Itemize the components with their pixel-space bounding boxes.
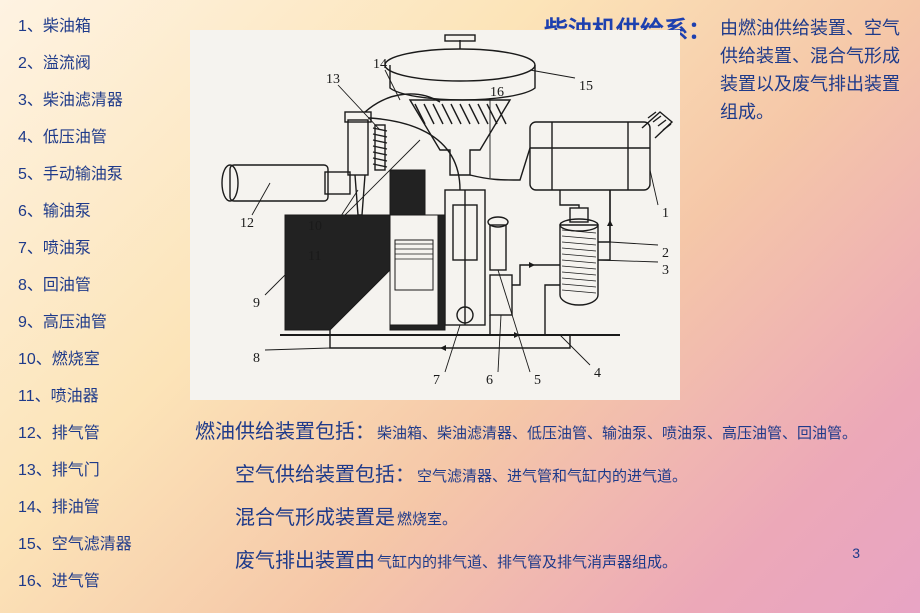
content: 燃烧室。 xyxy=(397,508,457,529)
part-item: 3、柴油滤清器 xyxy=(18,82,183,119)
engine-diagram: 12345678910111213141516 xyxy=(190,30,680,400)
description-block: 燃油供给装置包括： 柴油箱、柴油滤清器、低压油管、输油泵、喷油泵、高压油管、回油… xyxy=(195,415,900,587)
part-item: 8、回油管 xyxy=(18,267,183,304)
content: 空气滤清器、进气管和气缸内的进气道。 xyxy=(417,465,687,486)
svg-text:15: 15 xyxy=(579,79,593,94)
title-desc: 由燃油供给装置、空气供给装置、混合气形成装置以及废气排出装置组成。 xyxy=(720,14,900,126)
svg-text:10: 10 xyxy=(308,219,322,234)
svg-text:6: 6 xyxy=(486,373,493,388)
part-item: 15、空气滤清器 xyxy=(18,526,183,563)
label: 燃油供给装置包括： xyxy=(195,415,375,444)
part-item: 7、喷油泵 xyxy=(18,230,183,267)
part-item: 5、手动输油泵 xyxy=(18,156,183,193)
label: 空气供给装置包括： xyxy=(235,458,415,487)
exhaust-line: 废气排出装置由 气缸内的排气道、排气管及排气消声器组成。 xyxy=(235,544,900,573)
parts-list: 1、柴油箱 2、溢流阀 3、柴油滤清器 4、低压油管 5、手动输油泵 6、输油泵… xyxy=(18,8,183,600)
part-item: 6、输油泵 xyxy=(18,193,183,230)
fuel-supply-line: 燃油供给装置包括： 柴油箱、柴油滤清器、低压油管、输油泵、喷油泵、高压油管、回油… xyxy=(195,415,900,444)
page-number: 3 xyxy=(852,545,860,561)
part-item: 12、排气管 xyxy=(18,415,183,452)
mixture-line: 混合气形成装置是 燃烧室。 xyxy=(235,501,900,530)
part-item: 1、柴油箱 xyxy=(18,8,183,45)
svg-text:16: 16 xyxy=(490,85,504,100)
svg-text:3: 3 xyxy=(662,263,669,278)
part-item: 14、排油管 xyxy=(18,489,183,526)
content: 气缸内的排气道、排气管及排气消声器组成。 xyxy=(377,551,677,572)
svg-text:5: 5 xyxy=(534,373,541,388)
air-supply-line: 空气供给装置包括： 空气滤清器、进气管和气缸内的进气道。 xyxy=(235,458,900,487)
part-item: 10、燃烧室 xyxy=(18,341,183,378)
svg-text:14: 14 xyxy=(373,57,387,72)
svg-text:9: 9 xyxy=(253,296,260,311)
label: 废气排出装置由 xyxy=(235,544,375,573)
part-item: 13、排气门 xyxy=(18,452,183,489)
svg-text:11: 11 xyxy=(308,249,321,264)
svg-text:7: 7 xyxy=(433,373,440,388)
title-colon: ： xyxy=(688,10,712,45)
part-item: 2、溢流阀 xyxy=(18,45,183,82)
part-item: 4、低压油管 xyxy=(18,119,183,156)
part-item: 16、进气管 xyxy=(18,563,183,600)
svg-text:4: 4 xyxy=(594,366,601,381)
part-item: 11、喷油器 xyxy=(18,378,183,415)
svg-text:13: 13 xyxy=(326,72,340,87)
svg-text:1: 1 xyxy=(662,206,669,221)
label: 混合气形成装置是 xyxy=(235,501,395,530)
content: 柴油箱、柴油滤清器、低压油管、输油泵、喷油泵、高压油管、回油管。 xyxy=(377,422,857,443)
svg-text:12: 12 xyxy=(240,216,254,231)
part-item: 9、高压油管 xyxy=(18,304,183,341)
svg-text:8: 8 xyxy=(253,351,260,366)
svg-text:2: 2 xyxy=(662,246,669,261)
